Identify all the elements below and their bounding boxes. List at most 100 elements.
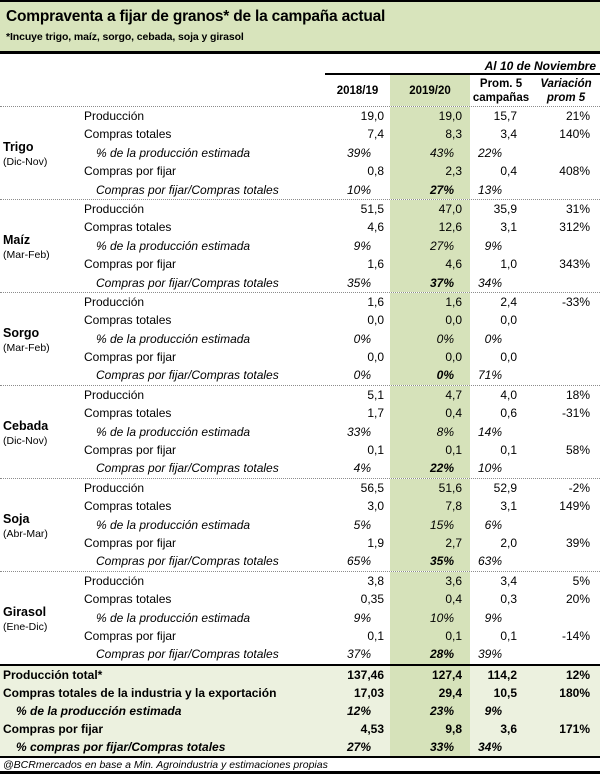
cell-value: 51,6 [390,478,470,498]
column-header-label: prom 5 [546,91,586,104]
cell-value: 2,0 [500,535,517,550]
cell-value: 343% [559,257,590,272]
cell-value: 0% [353,368,371,383]
table-row: Compras por fijar/Compras totales 65% 35% 6… [0,552,600,571]
row-label: Producción [84,109,145,123]
cell-value: 0,4 [500,164,517,179]
row-label: Compras por fijar [3,721,104,736]
cell-value: 0,35 [360,592,384,607]
cell-value [532,330,600,348]
cell-value: 1,9 [367,535,384,550]
cell-value: 3,1 [500,499,517,514]
cell-value: 0,1 [367,628,384,643]
cell-value: 34% [477,739,502,754]
row-label: Producción [84,201,145,216]
cell-value: 3,4 [500,573,517,588]
table-row: % de la producción estimada 5% 15% 6% [0,515,600,534]
cell-value: 1,6 [390,292,470,312]
cell-value: 171% [559,721,590,736]
cell-value [532,609,600,627]
table-row: % de la producción estimada 9% 10% 9% [0,608,600,627]
cell-value: 1,7 [367,406,384,421]
cell-value: 39% [565,535,590,550]
table-row: Compras por fijar/Compras totales 10% 27% 1… [0,180,600,199]
cell-value: 0,3 [500,592,517,607]
table-row: Compras por fijar/Compras totales 37% 28% 3… [0,645,600,664]
grain-period: (Mar-Feb) [3,341,50,354]
cell-value: 9% [484,610,502,625]
cell-value: 2,7 [390,533,470,553]
as-of-label: Al 10 de Noviembre [484,59,596,73]
cell-value: 0% [353,331,371,346]
cell-value: 19,0 [390,107,470,126]
grain-name: Girasol [3,604,47,619]
cell-value: 51,5 [360,201,384,216]
row-label: Compras por fijar/Compras totales [96,275,279,290]
cell-value: 10,5 [493,685,517,700]
cell-value: 10% [477,461,502,476]
cell-value: 18% [565,387,590,402]
table-row: Compras por fijar/Compras totales 0% 0% 71% [0,366,600,385]
row-label: Compras por fijar [84,628,177,643]
cell-value: 21% [565,109,590,123]
grain-period: (Dic-Nov) [3,434,48,447]
cell-value: 9% [353,238,371,253]
column-header-prom5: Prom. 5 campañas [470,75,532,106]
cell-value: 31% [565,201,590,216]
cell-value [532,274,600,292]
cell-value: 20% [565,592,590,607]
cell-value: 28% [390,645,470,664]
cell-value: 8% [390,422,470,442]
totals-row: Compras por fijar 4,53 9,8 3,6 171% [0,719,600,738]
cell-value: 29,4 [390,683,470,702]
cell-value: 0,1 [500,628,517,643]
totals-row: Compras totales de la industria y la exp… [0,683,600,702]
row-label: Compras totales [84,406,172,421]
table-row: % de la producción estimada 0% 0% 0% [0,329,600,349]
table-row: Compras totales 3,0 7,8 3,1 149% [0,497,600,516]
cell-value: 4,6 [367,220,384,235]
cell-value: 1,6 [367,257,384,272]
totals-section: Producción total* 137,46 127,4 114,2 12% Comp… [0,663,600,756]
cell-value: 3,6 [390,571,470,591]
table-row: Compras por fijar 1,6 4,6 1,0 343% [0,255,600,274]
row-label: Compras por fijar/Compras totales [96,647,279,662]
cell-value: 35% [390,552,470,571]
cell-value: 34% [477,275,502,290]
grain-label: Sorgo (Mar-Feb) [3,326,50,355]
source-footer: @BCRmercados en base a Min. Agroindustri… [0,755,600,771]
table-row: Compras por fijar/Compras totales 35% 37% 3… [0,273,600,292]
cell-value: 35,9 [493,201,517,216]
cell-value: 0,0 [500,313,517,328]
cell-value: 15% [390,515,470,534]
column-header-2019-20: 2019/20 [390,75,470,106]
cell-value: 22% [477,145,502,160]
table-row: % de la producción estimada 9% 27% 9% [0,236,600,256]
cell-value: 19,0 [360,109,384,123]
grain-section-soja: Soja (Abr-Mar) Producción 56,5 51,6 52,9 -2% Co… [0,478,600,572]
cell-value: 2,3 [390,162,470,181]
as-of-row: Al 10 de Noviembre [0,54,600,75]
row-label: % de la producción estimada [96,610,251,625]
totals-row: % de la producción estimada 12% 23% 9% [0,701,600,720]
cell-value: 0,0 [390,311,470,330]
cell-value: 0,0 [500,350,517,365]
cell-value: 408% [559,164,590,179]
row-label: % de la producción estimada [96,424,251,439]
column-header-2018-19: 2018/19 [325,75,390,106]
cell-value: 0,0 [390,348,470,367]
table-row: Compras totales 4,6 12,6 3,1 312% [0,218,600,237]
row-label: Compras totales [84,220,172,235]
cell-value: 0,1 [390,441,470,460]
row-label: % de la producción estimada [96,238,251,253]
cell-value: 3,8 [367,573,384,588]
cell-value: 23% [390,701,470,720]
cell-value: 47,0 [390,199,470,219]
cell-value: 9% [484,703,502,718]
table-body: Trigo (Dic-Nov) Producción 19,0 19,0 15,7 21% C… [0,107,600,664]
cell-value: 5% [572,573,590,588]
row-label: Compras por fijar/Compras totales [96,554,279,569]
column-header-label: 2019/20 [409,84,451,97]
cell-value: 71% [477,368,502,383]
